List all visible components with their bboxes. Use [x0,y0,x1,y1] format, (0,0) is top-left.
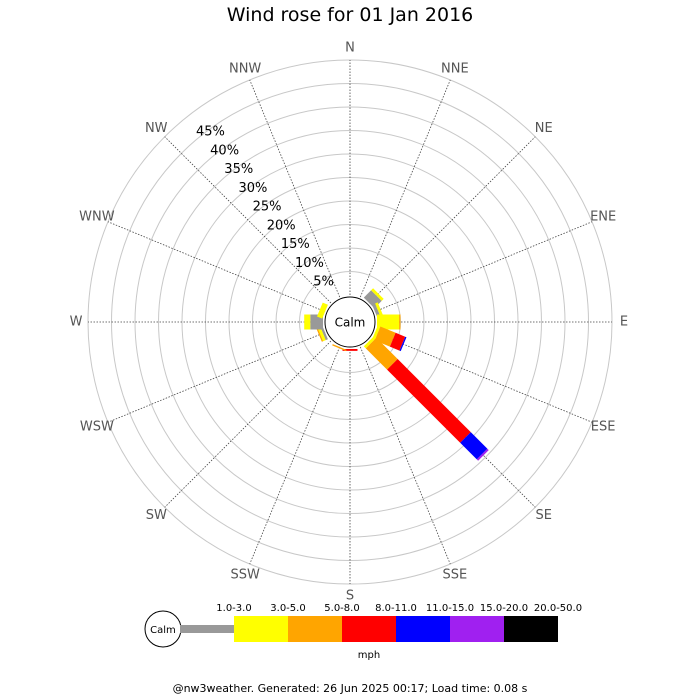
direction-label-n: N [345,41,355,56]
direction-label-ssw: SSW [230,568,260,583]
legend-swatch-3 [342,616,396,642]
percent-label: 5% [313,275,334,290]
direction-label-nne: NNE [441,61,469,76]
spoke-sw [164,340,332,508]
bar-ene-bin-1 [375,302,384,318]
percent-label: 20% [267,218,296,233]
bar-se-bin-3 [387,359,471,443]
direction-label-nw: NW [145,121,168,136]
legend-bin-label: 20.0-50.0 [534,603,582,614]
legend-swatch-2 [288,616,342,642]
legend-swatch-0 [180,625,234,633]
calm-circle: Calm [324,296,376,348]
percent-label: 35% [224,162,253,177]
percent-label: 25% [253,200,282,215]
direction-label-ese: ESE [591,419,616,434]
bar-se-bin-4 [460,432,488,460]
bar-w-bin-0 [310,314,323,330]
percent-label: 45% [196,125,225,140]
bar-wsw-bin-2 [316,327,324,342]
spoke-ssw [249,346,341,565]
legend-swatch-5 [450,616,504,642]
spoke-wnw [107,221,326,313]
legend-bin-label: 11.0-15.0 [426,603,474,614]
bar-ssw-bin-2 [332,344,347,352]
direction-labels: N NNE NE ENE E ESE SE SSE S SSW SW WSW W WNW NW NNW [70,41,629,604]
direction-label-e: E [620,315,628,330]
percent-labels: 5% 10% 15% 20% 25% 30% 35% 40% 45% [196,125,334,290]
direction-label-w: W [70,315,83,330]
bar-ese-bin-3 [389,332,406,351]
legend-calm-label: Calm [150,625,176,636]
legend-bin-label: 5.0-8.0 [324,603,359,614]
spoke-nne [359,79,451,298]
bar-wnw-bin-1 [316,302,328,319]
spoke-nw [164,136,332,304]
bar-e-bin-2 [399,314,401,330]
spoke-ene [374,221,593,313]
legend-unit-label: mph [358,650,380,661]
percent-label: 40% [210,143,239,158]
legend-bin-label: 1.0-3.0 [216,603,251,614]
percent-label: 10% [295,256,324,271]
direction-label-nnw: NNW [229,61,261,76]
bar-wsw-bin-1 [317,326,326,342]
spoke-ese [374,331,593,423]
legend-bin-label: 8.0-11.0 [375,603,417,614]
footer-text: @nw3weather. Generated: 26 Jun 2025 00:1… [172,682,528,695]
direction-label-wsw: WSW [80,419,114,434]
direction-label-se: SE [536,508,552,523]
frequency-bars [304,288,489,461]
direction-label-ene: ENE [590,210,616,225]
bar-se-bin-5 [476,448,489,461]
grid-ring [134,106,566,538]
legend-bin-label: 3.0-5.0 [270,603,305,614]
bar-se-bin-2 [365,337,398,370]
legend-bin-label: 15.0-20.0 [480,603,528,614]
spoke-wsw [107,331,326,423]
legend-swatch-6 [504,616,558,642]
direction-label-sw: SW [146,508,167,523]
direction-label-wnw: WNW [79,210,115,225]
grid-ring [275,247,425,397]
percent-label: 30% [238,181,267,196]
calm-label: Calm [335,316,366,330]
bar-w-bin-1 [304,314,311,330]
direction-label-s: S [346,589,354,604]
legend-swatch-4 [396,616,450,642]
legend-swatch-1 [234,616,288,642]
bar-ese-bin-4 [399,336,407,352]
bar-e-bin-1 [377,314,400,330]
spoke-ne [368,136,536,304]
bar-se-bin-1 [363,335,377,349]
grid-ring [158,130,542,514]
direction-spokes [88,60,612,584]
calm-circle-shape [324,296,376,348]
legend: Calm 1.0-3.0 3.0-5.0 5.0-8.0 8.0-11.0 11.0-15… [144,603,582,661]
percent-label: 15% [281,237,310,252]
direction-label-sse: SSE [442,568,467,583]
direction-label-ne: NE [535,121,553,136]
bar-ne-bin-1 [371,288,384,301]
spoke-nnw [249,79,341,298]
chart-title: Wind rose for 01 Jan 2016 [226,4,474,26]
spoke-sse [359,346,451,565]
